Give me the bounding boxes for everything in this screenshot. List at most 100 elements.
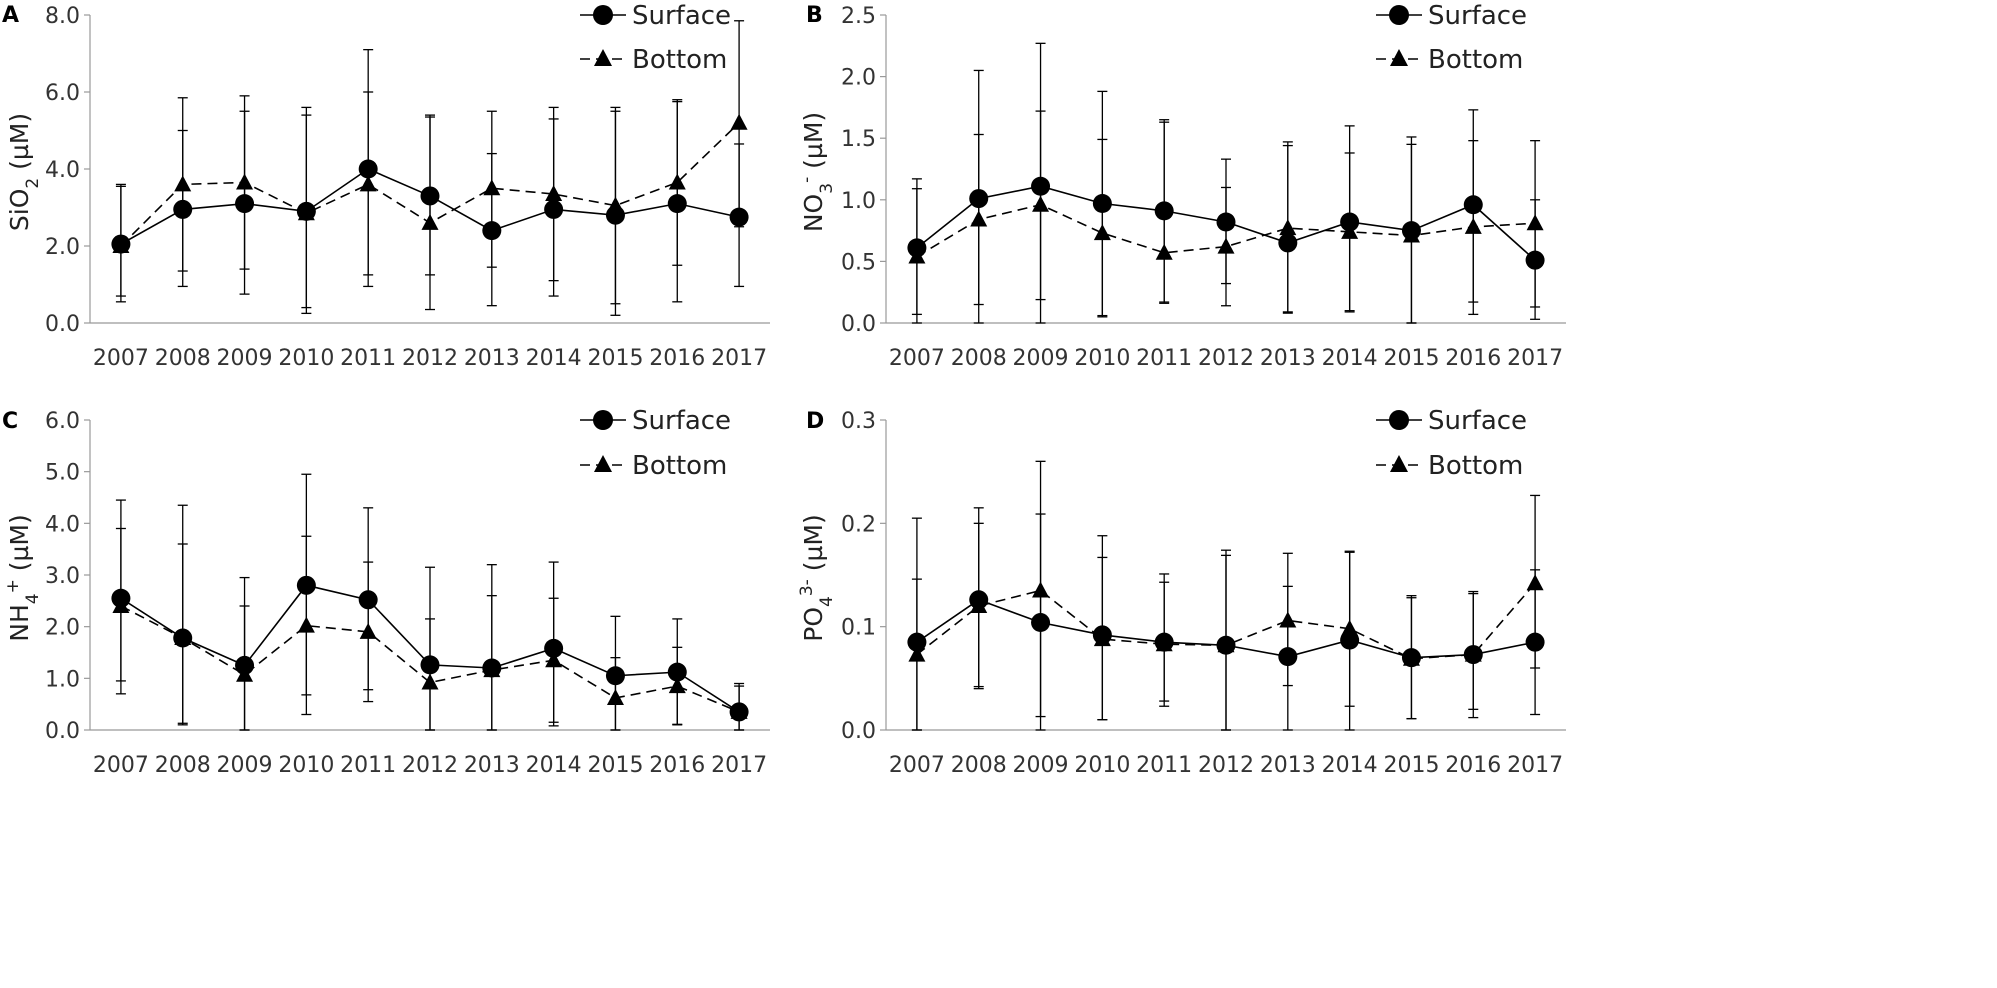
- bottom-data-point: [1217, 237, 1235, 254]
- y-tick-label: 8.0: [45, 4, 80, 29]
- x-tick-label: 2010: [278, 346, 334, 371]
- y-label-sub: 4: [23, 593, 43, 604]
- x-tick-label: 2014: [526, 346, 582, 371]
- y-tick-label: 2.0: [45, 616, 80, 641]
- series-line: [120, 605, 740, 713]
- x-tick-label: 2013: [464, 346, 520, 371]
- bottom-data-point: [1093, 224, 1111, 241]
- y-label-sub: 4: [817, 596, 837, 607]
- y-label-main: NH: [5, 604, 34, 642]
- x-tick-label: 2010: [1074, 753, 1130, 778]
- bottom-data-point: [1032, 581, 1050, 598]
- legend-bottom-marker-icon: [1390, 455, 1408, 472]
- bottom-data-point: [545, 185, 563, 202]
- y-tick-label: 0.0: [45, 312, 80, 337]
- panel-letter: A: [2, 3, 19, 28]
- x-tick-label: 2017: [711, 753, 767, 778]
- bottom-data-point: [1093, 630, 1111, 647]
- bottom-data-point: [1279, 219, 1297, 236]
- bottom-data-point: [1155, 635, 1173, 652]
- bottom-data-point: [668, 677, 686, 694]
- x-tick-label: 2013: [1260, 753, 1316, 778]
- axes: 0.0 0.1 0.2 0.3 2007 2008 2009 2010 2011 2012 2013…: [841, 409, 1566, 778]
- x-tick-label: 2011: [1136, 753, 1192, 778]
- bottom-data-point: [359, 175, 377, 192]
- panel-letter: B: [806, 3, 823, 28]
- x-tick-label: 2009: [217, 753, 273, 778]
- x-tick-label: 2014: [1322, 753, 1378, 778]
- y-label-unit: (µM): [799, 514, 828, 579]
- bottom-data-point: [174, 629, 192, 646]
- error-bar: [486, 152, 497, 268]
- legend-surface-label: Surface: [1428, 1, 1527, 31]
- y-axis-label: SiO2 (µM): [5, 113, 43, 231]
- y-tick-label: 6.0: [45, 81, 80, 106]
- y-tick-label: 0.2: [841, 512, 876, 537]
- x-tick-label: 2015: [1383, 346, 1439, 371]
- x-tick-label: 2017: [711, 346, 767, 371]
- legend-surface-label: Surface: [1428, 406, 1527, 436]
- bottom-data-point: [1402, 649, 1420, 666]
- bottom-data-point: [483, 661, 501, 678]
- y-tick-label: 3.0: [45, 564, 80, 589]
- legend-surface-label: Surface: [632, 406, 731, 436]
- bottom-data-point: [908, 247, 926, 264]
- bottom-data-point: [1341, 222, 1359, 239]
- error-bar: [1159, 121, 1170, 304]
- x-tick-label: 2016: [649, 346, 705, 371]
- x-tick-label: 2013: [464, 753, 520, 778]
- bottom-data-point: [970, 210, 988, 227]
- bottom-data-point: [359, 622, 377, 639]
- legend-bottom-label: Bottom: [1428, 45, 1523, 75]
- bottom-data-point: [1032, 195, 1050, 212]
- x-tick-label: 2017: [1507, 346, 1563, 371]
- y-tick-label: 2.0: [841, 66, 876, 91]
- bottom-data-point: [236, 665, 254, 682]
- legend: Surface Bottom: [580, 406, 731, 481]
- bottom-data-point: [1155, 243, 1173, 260]
- x-tick-label: 2017: [1507, 753, 1563, 778]
- bottom-data-point: [1279, 611, 1297, 628]
- bottom-data-point: [112, 597, 130, 613]
- bottom-data-point: [1526, 214, 1544, 231]
- bottom-data-point: [1217, 636, 1235, 653]
- legend-surface-marker-icon: [593, 5, 613, 25]
- y-tick-label: 1.5: [841, 127, 876, 152]
- x-tick-label: 2011: [1136, 346, 1192, 371]
- y-label-main: NO: [799, 194, 828, 232]
- x-tick-label: 2015: [587, 753, 643, 778]
- y-label-sub: 3: [817, 183, 837, 194]
- panel-a-chart: A SiO2 (µM) Surface Bottom 0.0 2.0 4.0 6.0 8…: [2, 1, 770, 371]
- x-tick-label: 2014: [1322, 346, 1378, 371]
- legend-bottom-label: Bottom: [1428, 451, 1523, 481]
- series-bottom: [112, 20, 748, 315]
- bottom-data-point: [483, 179, 501, 196]
- x-tick-label: 2016: [1445, 346, 1501, 371]
- x-tick-label: 2007: [889, 753, 945, 778]
- y-label-sub: 2: [23, 178, 43, 189]
- x-tick-label: 2016: [649, 753, 705, 778]
- legend-bottom-marker-icon: [1390, 49, 1408, 66]
- bottom-data-point: [606, 688, 624, 705]
- x-tick-label: 2010: [1074, 346, 1130, 371]
- y-label-sup: +: [3, 579, 23, 593]
- legend-bottom-label: Bottom: [632, 45, 727, 75]
- x-tick-label: 2012: [402, 346, 458, 371]
- x-tick-label: 2012: [402, 753, 458, 778]
- legend: Surface Bottom: [1376, 406, 1527, 481]
- y-tick-label: 0.1: [841, 616, 876, 641]
- y-label-sup: 3-: [797, 579, 817, 596]
- y-label-main: SiO: [5, 189, 34, 232]
- x-tick-label: 2012: [1198, 346, 1254, 371]
- series-line: [916, 203, 1536, 258]
- panel-d-chart: D PO43- (µM) Surface Bottom 0.0 0.1 0.2 0.3…: [797, 406, 1566, 778]
- series-bottom: [112, 527, 748, 731]
- x-tick-label: 2007: [93, 346, 149, 371]
- bottom-data-point: [1464, 217, 1482, 234]
- y-label-unit: (µM): [799, 112, 828, 177]
- bottom-data-point: [1526, 574, 1544, 591]
- bottom-data-point: [730, 113, 748, 130]
- y-tick-label: 0.0: [841, 719, 876, 744]
- legend-surface-marker-icon: [1389, 5, 1409, 25]
